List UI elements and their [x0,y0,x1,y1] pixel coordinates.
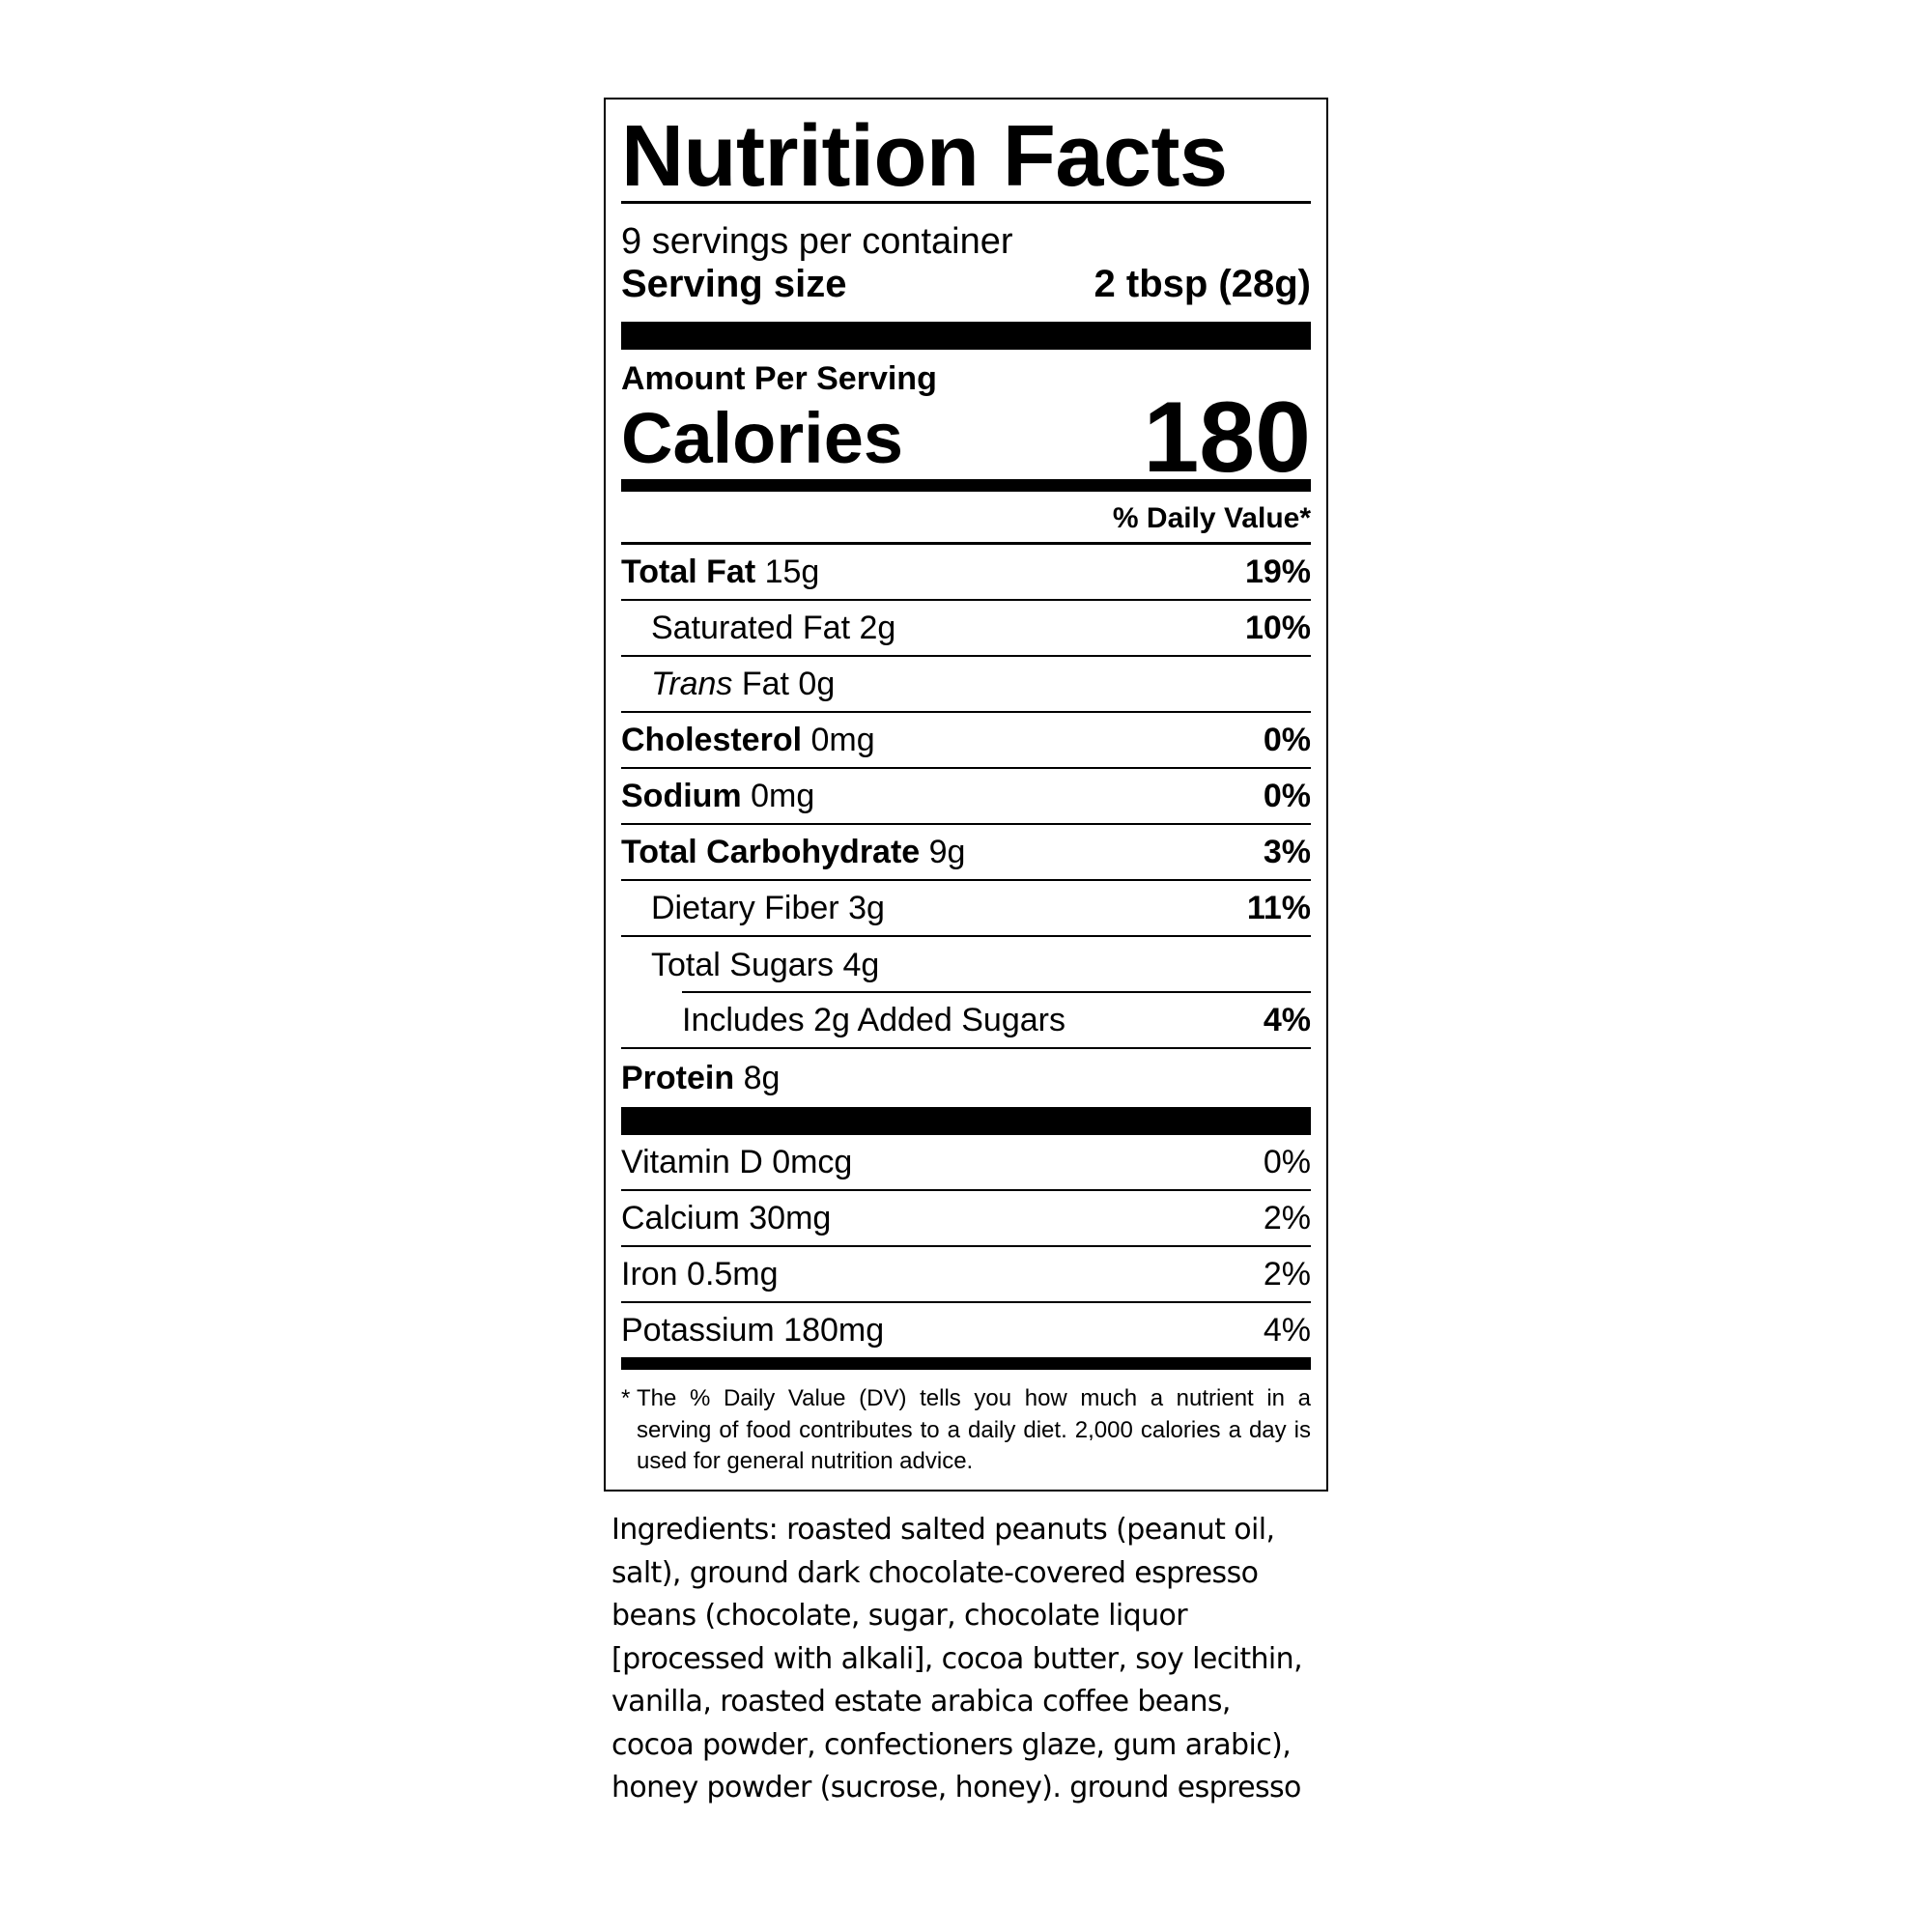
nutrient-name: Protein [621,1059,735,1096]
vitamin-dv: 2% [1263,1255,1311,1293]
nutrient-dv: 0% [1263,777,1311,814]
ingredients-line: salt), ground dark chocolate-covered esp… [611,1555,1259,1590]
nutrient-row-total-sugars: Total Sugars 4g [621,937,1311,993]
ingredients-line: [processed with alkali], cocoa butter, s… [611,1641,1303,1676]
nutrient-amount: 3g [848,889,885,926]
vitamin-row-potassium: Potassium 180mg 4% [621,1303,1311,1357]
footnote-text: The % Daily Value (DV) tells you how muc… [637,1385,1311,1474]
calories-value: 180 [1143,381,1311,494]
nutrient-name: Total Sugars [651,946,834,983]
nutrient-name-suffix: Fat [741,665,789,702]
divider-thick [621,1107,1311,1135]
vitamin-row-vitamin-d: Vitamin D 0mcg 0% [621,1135,1311,1191]
nutrient-row-cholesterol: Cholesterol 0mg 0% [621,713,1311,769]
nutrient-amount: 9g [928,833,966,870]
vitamin-text: Vitamin D 0mcg [621,1143,853,1180]
nutrient-amount: 2g [859,609,896,646]
vitamin-text: Potassium 180mg [621,1311,885,1349]
nutrient-row-total-carbohydrate: Total Carbohydrate 9g 3% [621,825,1311,881]
nutrient-name: Saturated Fat [651,609,851,646]
footnote: * The % Daily Value (DV) tells you how m… [621,1370,1311,1490]
vitamin-row-iron: Iron 0.5mg 2% [621,1247,1311,1303]
divider-medium [621,479,1311,492]
ingredients-line: beans (chocolate, sugar, chocolate liquo… [611,1599,1188,1633]
serving-size: Serving size 2 tbsp (28g) [621,261,1311,322]
nutrient-row-added-sugars: Includes 2g Added Sugars 4% [621,993,1311,1049]
nutrient-row-trans-fat: Trans Fat 0g [621,657,1311,713]
amount-per-serving: Amount Per Serving [621,360,937,397]
nutrient-name: Includes 2g Added Sugars [682,1001,1065,1038]
vitamin-row-calcium: Calcium 30mg 2% [621,1191,1311,1247]
nutrient-amount: 0g [798,665,836,702]
nutrient-dv: 4% [1263,1001,1311,1038]
nutrient-row-total-fat: Total Fat 15g 19% [621,545,1311,601]
nutrition-facts-label: Nutrition Facts 9 servings per container… [604,98,1328,1492]
nutrient-dv: 0% [1263,721,1311,758]
nutrient-name: Total Carbohydrate [621,833,921,870]
label-title: Nutrition Facts [621,99,1311,205]
ingredients-line: Ingredients: roasted salted peanuts (pea… [611,1513,1275,1547]
ingredients-text: Ingredients: roasted salted peanuts (pea… [611,1509,1303,1810]
vitamin-dv: 2% [1263,1199,1311,1236]
nutrient-amount: 4g [842,946,880,983]
nutrient-name: Dietary Fiber [651,889,839,926]
ingredients-line: cocoa powder, confectioners glaze, gum a… [611,1727,1292,1762]
divider-medium [621,1357,1311,1370]
nutrient-amount: 8g [743,1059,781,1096]
ingredients-line: honey powder (sucrose, honey). ground es… [611,1771,1301,1804]
nutrient-row-sodium: Sodium 0mg 0% [621,769,1311,825]
divider-thick [621,322,1311,350]
nutrient-dv: 10% [1244,609,1311,646]
nutrient-name: Trans [651,665,733,702]
nutrient-name: Total Fat [621,553,756,590]
serving-size-value: 2 tbsp (28g) [1094,263,1311,305]
vitamin-text: Calcium 30mg [621,1199,832,1236]
nutrient-dv: 3% [1263,833,1311,870]
nutrient-row-saturated-fat: Saturated Fat 2g 10% [621,601,1311,657]
nutrient-amount: 0mg [810,721,875,758]
vitamin-text: Iron 0.5mg [621,1255,779,1293]
serving-size-label: Serving size [621,263,847,305]
nutrient-name: Sodium [621,777,742,814]
ingredients-line: vanilla, roasted estate arabica coffee b… [611,1685,1231,1719]
nutrient-row-dietary-fiber: Dietary Fiber 3g 11% [621,881,1311,937]
vitamin-dv: 0% [1263,1143,1311,1180]
nutrient-dv: 11% [1246,889,1311,926]
nutrient-name: Cholesterol [621,721,803,758]
daily-value-header: % Daily Value* [621,492,1311,545]
vitamin-dv: 4% [1263,1311,1311,1349]
nutrient-row-protein: Protein 8g [621,1049,1311,1107]
nutrient-amount: 15g [764,553,820,590]
calories-label: Calories [621,397,904,478]
calories-row: Calories 180 [621,382,1311,494]
servings-per-container: 9 servings per container [621,221,1013,262]
nutrient-dv: 19% [1244,553,1311,590]
footnote-star: * [621,1385,631,1411]
nutrient-amount: 0mg [751,777,815,814]
